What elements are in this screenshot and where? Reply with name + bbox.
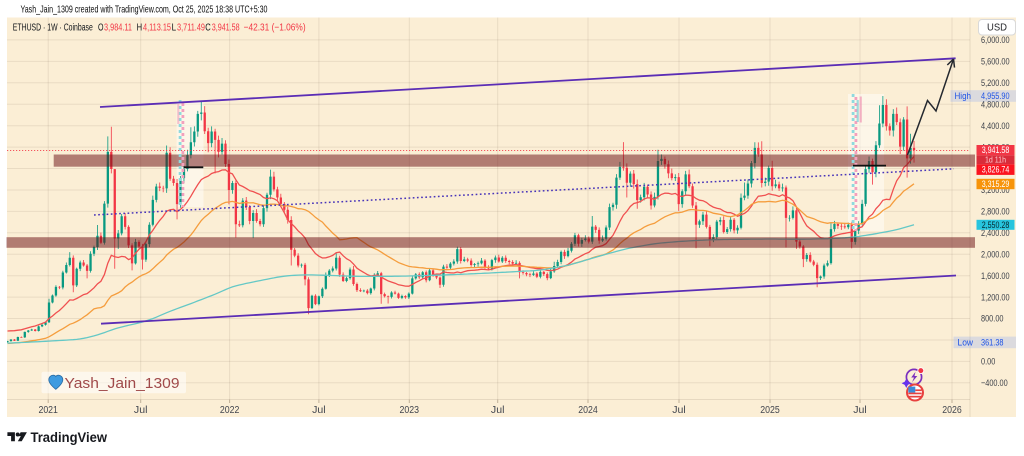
svg-text:Jul: Jul <box>672 405 686 416</box>
svg-text:Jul: Jul <box>853 405 867 416</box>
svg-text:800.00: 800.00 <box>981 314 1004 325</box>
svg-text:2021: 2021 <box>38 405 58 416</box>
svg-text:Jul: Jul <box>312 405 326 416</box>
svg-text:4,955.90: 4,955.90 <box>981 91 1010 102</box>
svg-text:4,113.15: 4,113.15 <box>143 23 171 34</box>
svg-text:Yash_Jain_1309 created with Tr: Yash_Jain_1309 created with TradingView.… <box>21 3 268 15</box>
svg-text:3,200.00: 3,200.00 <box>981 185 1010 196</box>
svg-text:2,000.00: 2,000.00 <box>981 249 1010 260</box>
svg-text:O: O <box>98 23 104 34</box>
svg-text:Yash_Jain_1309: Yash_Jain_1309 <box>65 375 180 392</box>
svg-text:2023: 2023 <box>400 405 420 416</box>
svg-text:−400.00: −400.00 <box>981 378 1008 389</box>
svg-text:3,941.58: 3,941.58 <box>982 145 1010 156</box>
svg-text:2024: 2024 <box>578 405 598 416</box>
svg-text:H: H <box>137 23 143 34</box>
svg-text:0.00: 0.00 <box>981 357 995 368</box>
svg-text:3,941.58: 3,941.58 <box>212 23 240 34</box>
svg-text:2,400.00: 2,400.00 <box>981 228 1010 239</box>
svg-text:3,711.49: 3,711.49 <box>177 23 205 34</box>
svg-text:3,315.29: 3,315.29 <box>982 179 1010 190</box>
svg-text:3,826.74: 3,826.74 <box>982 165 1010 176</box>
svg-text:High: High <box>955 91 972 102</box>
svg-text:USD: USD <box>987 23 1007 34</box>
svg-text:1,600.00: 1,600.00 <box>981 271 1010 282</box>
svg-text:5,200.00: 5,200.00 <box>981 78 1010 89</box>
svg-text:Low: Low <box>958 338 974 349</box>
svg-text:2025: 2025 <box>760 405 780 416</box>
svg-text:361.38: 361.38 <box>981 338 1004 349</box>
svg-text:4,400.00: 4,400.00 <box>981 121 1010 132</box>
svg-text:2026: 2026 <box>942 405 962 416</box>
svg-text:ETHUSD · 1W · Coinbase: ETHUSD · 1W · Coinbase <box>13 23 93 34</box>
svg-text:6,000.00: 6,000.00 <box>981 35 1010 46</box>
svg-text:4,800.00: 4,800.00 <box>981 99 1010 110</box>
svg-text:2,550.28: 2,550.28 <box>982 220 1010 231</box>
svg-text:L: L <box>172 23 177 34</box>
svg-text:Jul: Jul <box>491 405 505 416</box>
svg-text:Jul: Jul <box>134 405 148 416</box>
svg-text:−42.31 (−1.06%): −42.31 (−1.06%) <box>244 23 306 34</box>
svg-text:TradingView: TradingView <box>31 430 108 445</box>
svg-text:1d 11h: 1d 11h <box>985 155 1006 165</box>
svg-text:5,600.00: 5,600.00 <box>981 57 1010 68</box>
svg-text:2022: 2022 <box>220 405 240 416</box>
svg-text:C: C <box>205 23 211 34</box>
svg-text:2,800.00: 2,800.00 <box>981 207 1010 218</box>
svg-text:1,200.00: 1,200.00 <box>981 292 1010 303</box>
svg-text:3,984.11: 3,984.11 <box>104 23 132 34</box>
